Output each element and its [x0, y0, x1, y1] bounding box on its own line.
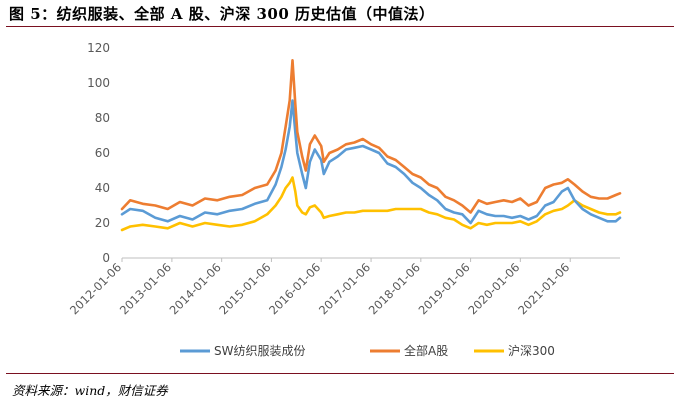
x-tick-label: 2014-01-06	[167, 260, 224, 317]
figure-title: 图 5：纺织服装、全部 A 股、沪深 300 历史估值（中值法）	[9, 5, 435, 23]
valuation-line-chart: 0 20 40 60 80 100 120 2012-01-062013-01-062014…	[67, 41, 622, 358]
legend-label-0: SW纺织服装成份	[214, 344, 305, 358]
x-tick-label: 2017-01-06	[316, 260, 373, 317]
x-tick-label: 2012-01-06	[67, 260, 124, 317]
y-tick-label: 100	[87, 76, 110, 90]
x-tick-label: 2020-01-06	[465, 260, 522, 317]
x-tick-label: 2013-01-06	[117, 260, 174, 317]
y-tick-label: 80	[95, 111, 110, 125]
source-rule	[6, 373, 674, 374]
x-tick-label: 2018-01-06	[366, 260, 423, 317]
x-tick-label: 2015-01-06	[216, 260, 273, 317]
y-tick-label: 60	[95, 146, 110, 160]
series-line-2	[120, 176, 622, 232]
series-line-1	[120, 59, 622, 214]
plot-lines	[120, 59, 622, 232]
legend-label-2: 沪深300	[508, 344, 555, 358]
x-axis: 2012-01-062013-01-062014-01-062015-01-06…	[67, 257, 620, 317]
source-note: 资料来源：wind，财信证券	[12, 383, 168, 398]
legend-label-1: 全部A股	[404, 343, 448, 358]
y-tick-label: 0	[102, 251, 110, 265]
series-line-0	[120, 99, 622, 225]
x-tick-label: 2019-01-06	[416, 260, 473, 317]
x-tick-label: 2016-01-06	[266, 260, 323, 317]
y-tick-label: 20	[95, 216, 110, 230]
x-tick-label: 2021-01-06	[515, 260, 572, 317]
legend: SW纺织服装成份 全部A股 沪深300	[180, 343, 555, 358]
y-axis: 0 20 40 60 80 100 120	[87, 41, 110, 265]
y-tick-label: 40	[95, 181, 110, 195]
title-rule	[6, 26, 674, 27]
y-tick-label: 120	[87, 41, 110, 55]
